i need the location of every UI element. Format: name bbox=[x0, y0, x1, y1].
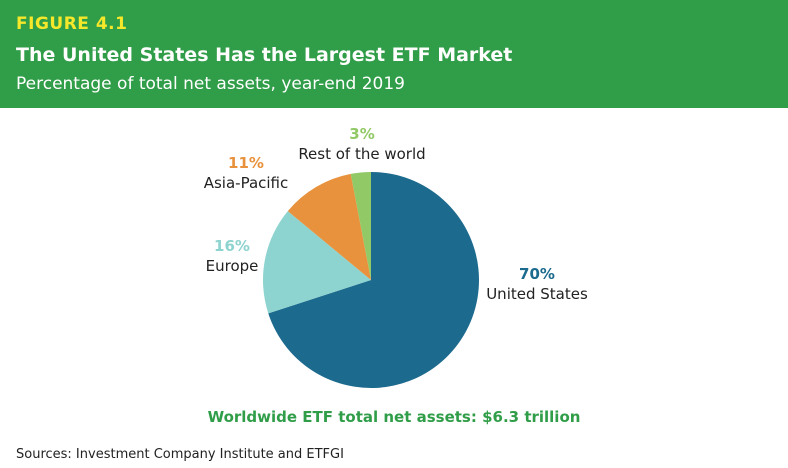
figure-number: FIGURE 4.1 bbox=[16, 14, 128, 34]
pie-slice-rest-of-the-world bbox=[350, 172, 371, 280]
sources-note: Sources: Investment Company Institute an… bbox=[16, 447, 344, 462]
header-banner: FIGURE 4.1 The United States Has the Lar… bbox=[0, 0, 788, 108]
data-label-percent: 70% bbox=[519, 265, 555, 283]
chart-title: The United States Has the Largest ETF Ma… bbox=[16, 44, 513, 66]
pie-slice-united-states bbox=[268, 172, 479, 388]
chart-subtitle: Percentage of total net assets, year-end… bbox=[16, 74, 405, 94]
data-label-percent: 3% bbox=[349, 125, 374, 143]
data-label-percent: 11% bbox=[228, 154, 264, 172]
data-label-category: Europe bbox=[206, 257, 259, 275]
pie-slice-europe bbox=[263, 211, 371, 314]
data-label-category: Asia-Pacific bbox=[204, 174, 289, 192]
data-label-category: United States bbox=[486, 285, 588, 303]
data-label-category: Rest of the world bbox=[298, 145, 425, 163]
total-net-assets-note: Worldwide ETF total net assets: $6.3 tri… bbox=[207, 408, 581, 426]
pie-slice-asia-pacific bbox=[287, 173, 371, 280]
data-label-percent: 16% bbox=[214, 237, 250, 255]
